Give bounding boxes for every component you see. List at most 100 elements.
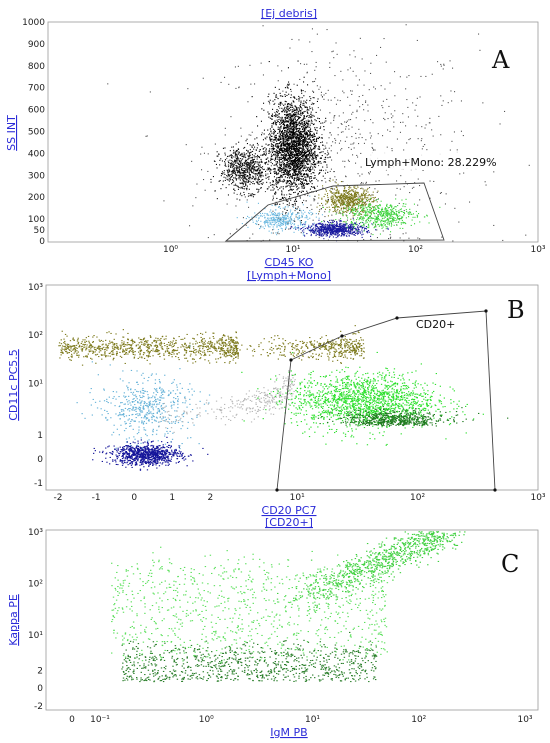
point xyxy=(314,135,316,137)
point xyxy=(247,166,249,168)
point xyxy=(290,139,292,141)
point xyxy=(280,119,282,121)
point xyxy=(283,163,285,165)
point xyxy=(309,176,311,178)
point xyxy=(258,165,260,167)
point xyxy=(293,177,295,179)
point xyxy=(293,135,295,137)
point xyxy=(296,130,298,132)
point xyxy=(251,195,253,197)
point xyxy=(228,168,230,170)
point xyxy=(282,128,284,130)
point xyxy=(323,238,325,240)
point xyxy=(212,176,214,178)
point xyxy=(366,189,368,191)
point xyxy=(293,100,295,102)
point xyxy=(272,197,274,199)
point xyxy=(232,146,234,148)
point xyxy=(291,183,293,185)
point xyxy=(303,159,305,161)
point xyxy=(287,150,289,152)
point xyxy=(306,176,308,178)
point xyxy=(304,137,306,139)
point xyxy=(290,184,292,186)
point xyxy=(191,160,193,162)
point xyxy=(415,104,417,106)
point xyxy=(289,149,291,151)
point xyxy=(280,161,282,163)
point xyxy=(285,153,287,155)
point xyxy=(267,100,269,102)
point xyxy=(246,153,248,155)
point xyxy=(320,126,322,128)
point xyxy=(254,156,256,158)
point xyxy=(282,142,284,144)
point xyxy=(308,114,310,116)
point xyxy=(351,195,353,197)
point xyxy=(318,227,320,229)
point xyxy=(292,188,294,190)
point xyxy=(294,170,296,172)
point xyxy=(307,160,309,162)
point xyxy=(320,229,322,231)
point xyxy=(336,53,338,55)
point xyxy=(294,167,296,169)
point xyxy=(288,170,290,172)
point xyxy=(314,199,316,201)
point xyxy=(291,110,293,112)
point xyxy=(287,157,289,159)
point xyxy=(283,124,285,126)
point xyxy=(295,156,297,158)
point xyxy=(291,116,293,118)
point xyxy=(258,169,260,171)
point xyxy=(327,171,329,173)
point xyxy=(234,160,236,162)
point xyxy=(348,196,350,198)
point xyxy=(293,182,295,184)
point xyxy=(280,198,282,200)
point xyxy=(307,147,309,149)
point xyxy=(300,136,302,138)
point xyxy=(343,201,345,203)
point xyxy=(230,116,232,118)
point xyxy=(281,154,283,156)
point xyxy=(315,145,317,147)
point xyxy=(311,131,313,133)
point xyxy=(302,176,304,178)
point xyxy=(315,138,317,140)
point xyxy=(299,168,301,170)
point xyxy=(226,169,228,171)
point xyxy=(377,198,379,200)
point xyxy=(276,138,278,140)
point xyxy=(333,206,335,208)
point xyxy=(298,143,300,145)
point xyxy=(298,118,300,120)
point xyxy=(233,165,235,167)
point xyxy=(328,236,330,238)
point xyxy=(323,234,325,236)
point xyxy=(322,185,324,187)
point xyxy=(286,106,288,108)
point xyxy=(359,207,361,209)
point xyxy=(382,100,384,102)
point xyxy=(316,162,318,164)
point xyxy=(280,165,282,167)
point xyxy=(325,117,327,119)
point xyxy=(241,171,243,173)
point xyxy=(220,188,222,190)
point xyxy=(232,168,234,170)
point xyxy=(273,168,275,170)
point xyxy=(243,175,245,177)
point xyxy=(306,154,308,156)
point xyxy=(313,133,315,135)
point xyxy=(284,127,286,129)
point xyxy=(243,155,245,157)
point xyxy=(217,155,219,157)
point xyxy=(482,102,484,104)
point xyxy=(352,206,354,208)
point xyxy=(286,147,288,149)
point xyxy=(290,115,292,117)
point xyxy=(311,176,313,178)
point xyxy=(351,232,353,234)
point xyxy=(306,125,308,127)
